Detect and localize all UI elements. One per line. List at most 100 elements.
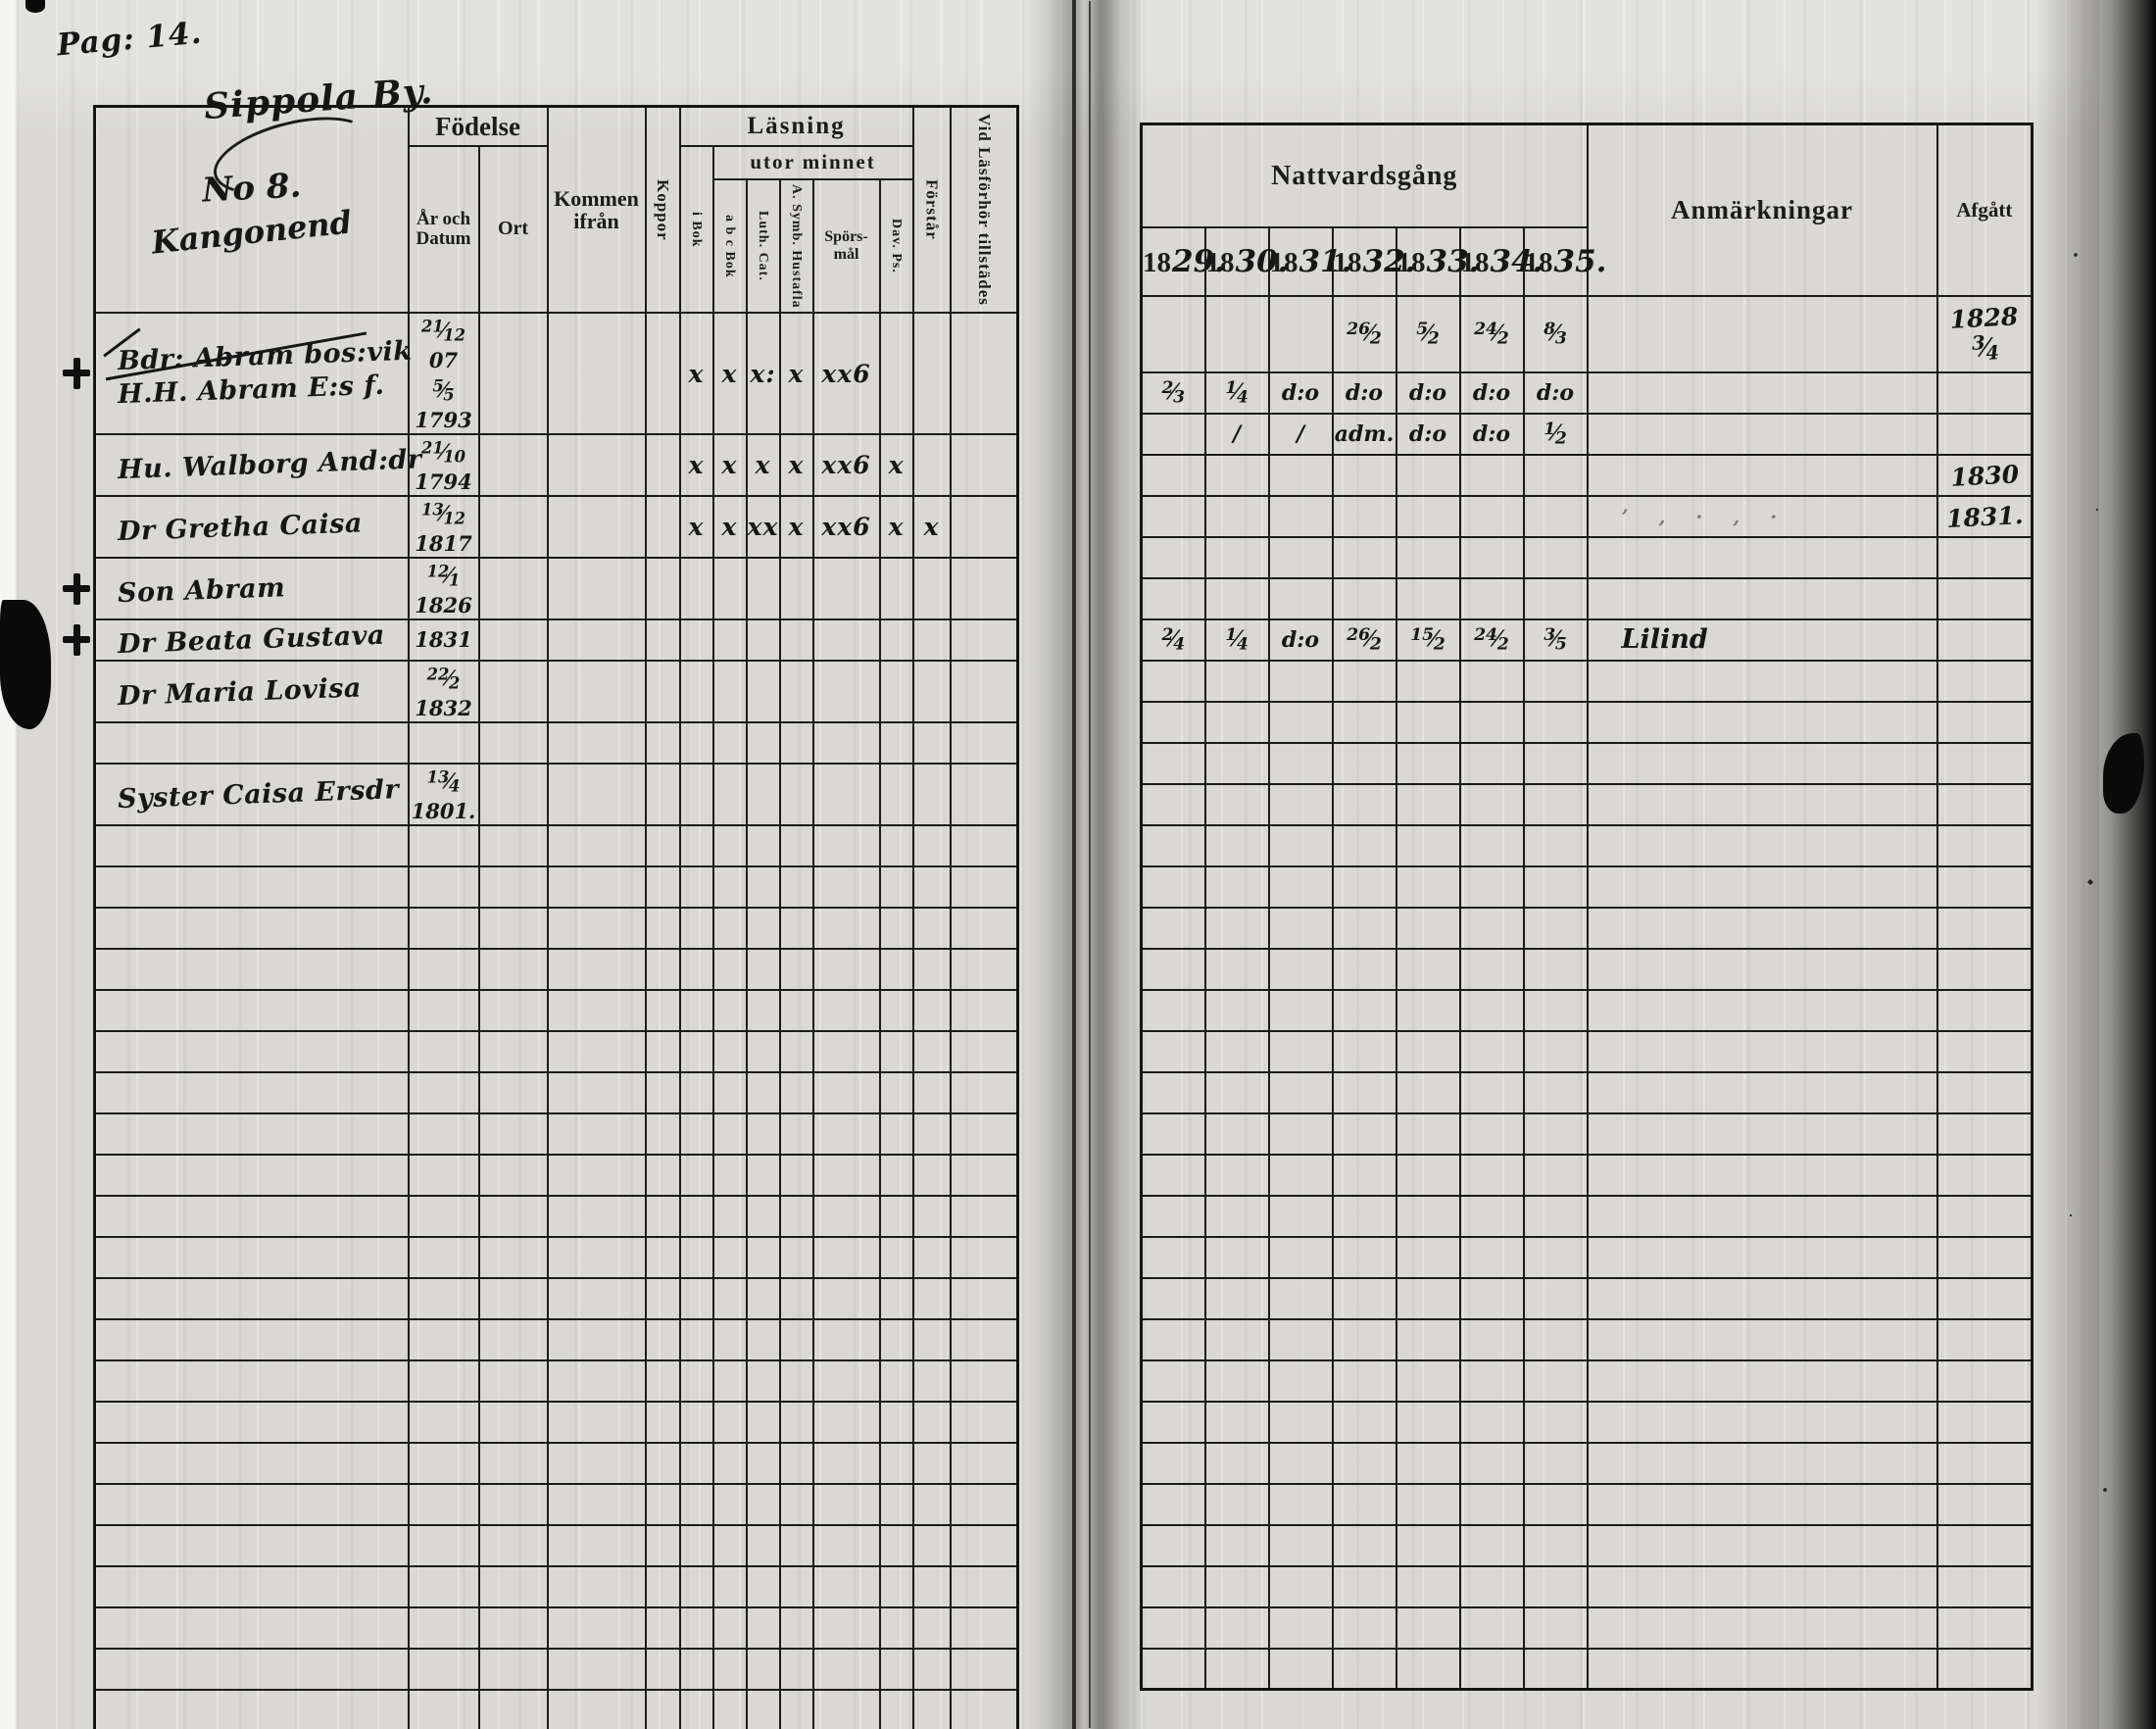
reading-mark-cell [678, 1565, 714, 1609]
reading-mark-cell [911, 1030, 952, 1074]
reading-mark-cell [678, 1195, 714, 1239]
reading-mark-cell [878, 989, 914, 1033]
birth-date-cell [407, 865, 480, 910]
communion-date-cell [1203, 700, 1270, 744]
communion-date-cell [1522, 453, 1589, 497]
reading-mark-cell [745, 721, 781, 766]
reading-mark-cell [878, 618, 914, 663]
afgatt-cell [1936, 616, 2034, 664]
forhor-cell [949, 1071, 1019, 1115]
reading-mark-cell [811, 865, 881, 910]
afgatt-cell: 1830 [1936, 451, 2034, 499]
afgatt-cell [1936, 986, 2034, 1034]
reading-mark-cell: x [711, 312, 748, 436]
kommen-ifran-cell [546, 1401, 647, 1445]
name-cell [93, 948, 410, 992]
reading-mark-cell [711, 1483, 748, 1527]
communion-date-cell [1522, 1070, 1589, 1114]
kommen-ifran-cell [546, 433, 647, 498]
birth-date-cell: 13⁄12 1817 [407, 495, 480, 560]
communion-date-cell [1331, 1070, 1397, 1114]
reading-mark-cell [678, 1236, 714, 1280]
reading-mark-cell: x [745, 433, 781, 498]
communion-date-cell [1522, 1400, 1589, 1444]
name-cell [93, 1236, 410, 1280]
koppor-cell [644, 1112, 681, 1157]
reading-mark-cell [745, 1606, 781, 1651]
reading-mark-cell [911, 989, 952, 1033]
koppor-cell [644, 1277, 681, 1321]
kommen-ifran-cell [546, 312, 647, 436]
birth-date-cell: 21⁄10 1794 [407, 433, 480, 498]
remark-cell: ’ ‚ · ‚ · [1586, 494, 1938, 538]
communion-date-cell: d:o [1267, 618, 1334, 662]
birth-place-cell [477, 1689, 549, 1729]
remark-cell [1586, 576, 1938, 620]
reading-mark-cell [878, 1277, 914, 1321]
communion-date-cell [1458, 1441, 1525, 1485]
reading-mark-cell [878, 1236, 914, 1280]
name-cell: Dr Beata Gustava [63, 618, 410, 663]
communion-date-cell [1458, 741, 1525, 785]
communion-date-cell: / [1267, 412, 1334, 456]
birth-date-cell: 22⁄2 1832 [407, 660, 480, 724]
reading-mark-cell [878, 312, 914, 436]
communion-date-cell [1522, 947, 1589, 991]
reading-mark-cell [678, 1112, 714, 1157]
birth-place-cell [477, 1401, 549, 1445]
reading-mark-cell [678, 557, 714, 621]
reading-mark-cell [745, 1524, 781, 1568]
koppor-cell [644, 989, 681, 1033]
reading-mark-cell [778, 1236, 814, 1280]
birth-date-cell [407, 948, 480, 992]
reading-mark-cell [778, 1195, 814, 1239]
communion-row [1140, 821, 2034, 869]
reading-mark-cell: xx [745, 495, 781, 560]
forhor-cell [949, 1195, 1019, 1239]
communion-date-cell [1458, 1647, 1525, 1691]
reading-mark-cell [811, 618, 881, 663]
forhor-cell [949, 1483, 1019, 1527]
communion-date-cell [1522, 1153, 1589, 1197]
communion-date-cell [1458, 659, 1525, 703]
birth-date-cell: 12⁄1 1826 [407, 557, 480, 621]
record-row [93, 1442, 1019, 1486]
communion-row [1140, 739, 2034, 787]
birth-place-cell [477, 763, 549, 827]
reading-mark-cell [745, 1689, 781, 1729]
kommen-ifran-cell [546, 824, 647, 868]
reading-mark-cell [911, 618, 952, 663]
forhor-cell [949, 433, 1019, 498]
reading-mark-cell [911, 907, 952, 951]
kommen-ifran-cell [546, 557, 647, 621]
communion-date-cell [1203, 1358, 1270, 1403]
communion-date-cell [1331, 741, 1397, 785]
koppor-cell [644, 660, 681, 724]
reading-mark-cell [911, 721, 952, 766]
communion-date-cell [1395, 947, 1461, 991]
communion-date-cell [1140, 1317, 1206, 1361]
communion-date-cell [1140, 576, 1206, 620]
reading-mark-cell [711, 865, 748, 910]
communion-date-cell [1395, 535, 1461, 579]
birth-date-cell [407, 1524, 480, 1568]
reading-mark-cell [811, 1030, 881, 1074]
reading-mark-cell [678, 1401, 714, 1445]
column-header-vid-lasforhor: Vid Läsförhör tillstädes [949, 105, 1019, 315]
reading-mark-cell [678, 660, 714, 724]
communion-date-cell [1203, 823, 1270, 867]
scan-right-edge [2036, 0, 2156, 1729]
communion-date-cell: 2⁄3 [1140, 370, 1206, 415]
header-row-3: a b c Bok Luth. Cat. A. Symb. Hustafla S… [95, 177, 1018, 315]
birth-place-cell [477, 1483, 549, 1527]
forhor-cell [949, 1236, 1019, 1280]
reading-mark-cell [745, 618, 781, 663]
reading-mark-cell [678, 1648, 714, 1692]
communion-date-cell [1267, 535, 1334, 579]
communion-date-cell [1203, 1647, 1270, 1691]
reading-mark-cell [878, 865, 914, 910]
name-cell [93, 1277, 410, 1321]
communion-date-cell [1140, 1029, 1206, 1073]
name-cell: Dr Gretha Caisa [93, 495, 410, 560]
reading-mark-cell [678, 618, 714, 663]
